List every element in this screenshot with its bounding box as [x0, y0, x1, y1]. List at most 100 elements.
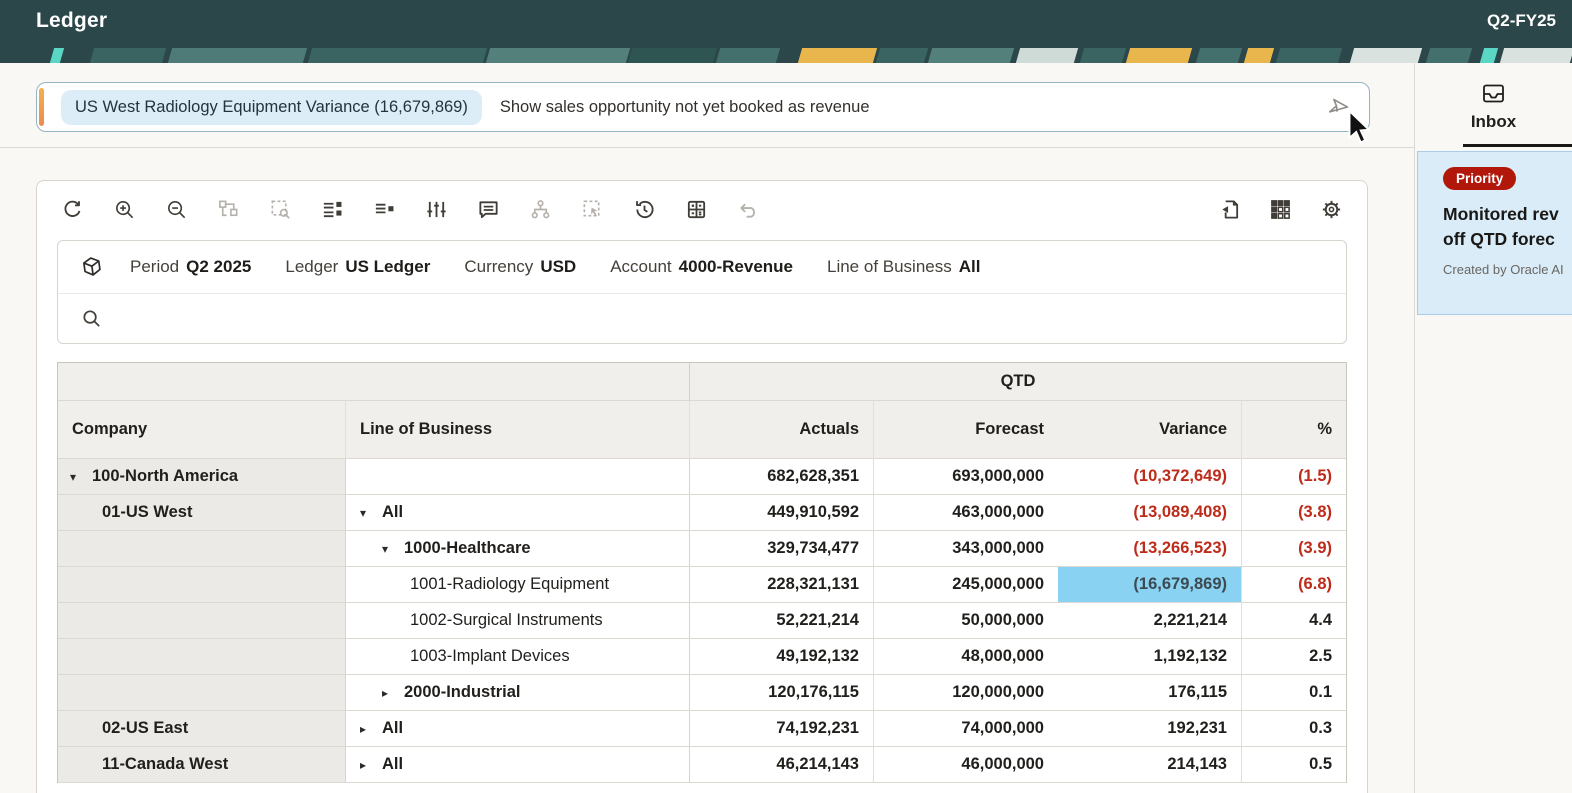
expand-toggle-icon[interactable]: ▾ [70, 470, 92, 484]
history-icon[interactable] [633, 198, 656, 221]
zoom-to-selection-icon[interactable] [269, 198, 292, 221]
tab-inbox[interactable]: Inbox [1415, 83, 1572, 132]
line-of-business-cell[interactable] [346, 459, 690, 495]
forecast-cell[interactable]: 50,000,000 [874, 603, 1058, 639]
ai-prompt-bar[interactable]: US West Radiology Equipment Variance (16… [36, 82, 1370, 132]
adjust-sliders-icon[interactable] [425, 198, 448, 221]
actuals-cell[interactable]: 228,321,131 [690, 567, 874, 603]
ledger-grid-panel: PeriodQ2 2025 LedgerUS Ledger CurrencyUSD A… [36, 180, 1368, 793]
grid-view-icon[interactable] [1269, 198, 1292, 221]
forecast-cell[interactable]: 343,000,000 [874, 531, 1058, 567]
line-of-business-cell[interactable]: ▸All [346, 711, 690, 747]
variance-cell[interactable]: 192,231 [1058, 711, 1242, 747]
variance-cell[interactable]: 2,221,214 [1058, 603, 1242, 639]
actuals-cell[interactable]: 74,192,231 [690, 711, 874, 747]
marquee-select-icon[interactable] [581, 198, 604, 221]
company-cell[interactable] [58, 639, 346, 675]
expand-toggle-icon[interactable]: ▸ [360, 722, 382, 736]
expand-toggle-icon[interactable]: ▸ [382, 686, 404, 700]
pov-dimension[interactable]: Line of BusinessAll [827, 257, 980, 276]
auto-layout-icon[interactable] [217, 198, 240, 221]
actuals-cell[interactable]: 682,628,351 [690, 459, 874, 495]
company-cell[interactable] [58, 603, 346, 639]
zoom-out-icon[interactable] [165, 198, 188, 221]
percent-cell[interactable]: (3.8) [1242, 495, 1346, 531]
company-cell[interactable]: 02-US East [58, 711, 346, 747]
actuals-cell[interactable]: 46,214,143 [690, 747, 874, 783]
column-header-company[interactable]: Company [58, 401, 346, 459]
data-grid-icon[interactable] [685, 198, 708, 221]
org-chart-icon[interactable] [529, 198, 552, 221]
actuals-cell[interactable]: 52,221,214 [690, 603, 874, 639]
percent-cell[interactable]: 2.5 [1242, 639, 1346, 675]
page-title: Ledger [36, 9, 107, 33]
forecast-cell[interactable]: 120,000,000 [874, 675, 1058, 711]
zoom-in-icon[interactable] [113, 198, 136, 221]
forecast-cell[interactable]: 693,000,000 [874, 459, 1058, 495]
forecast-cell[interactable]: 48,000,000 [874, 639, 1058, 675]
inbox-tab-label: Inbox [1471, 112, 1516, 132]
percent-cell[interactable]: 0.3 [1242, 711, 1346, 747]
expand-rows-icon[interactable] [321, 198, 344, 221]
expand-toggle-icon[interactable]: ▾ [382, 542, 404, 556]
undo-icon[interactable] [737, 198, 760, 221]
export-data-icon[interactable] [1218, 198, 1241, 221]
variance-cell[interactable]: (10,372,649) [1058, 459, 1242, 495]
variance-cell[interactable]: (13,089,408) [1058, 495, 1242, 531]
percent-cell[interactable]: 4.4 [1242, 603, 1346, 639]
company-cell[interactable] [58, 531, 346, 567]
percent-cell[interactable]: 0.1 [1242, 675, 1346, 711]
line-of-business-cell[interactable]: ▸All [346, 747, 690, 783]
variance-cell[interactable]: 1,192,132 [1058, 639, 1242, 675]
forecast-cell[interactable]: 46,000,000 [874, 747, 1058, 783]
forecast-cell[interactable]: 463,000,000 [874, 495, 1058, 531]
actuals-cell[interactable]: 120,176,115 [690, 675, 874, 711]
company-cell[interactable]: ▾100-North America [58, 459, 346, 495]
line-of-business-cell[interactable]: ▸2000-Industrial [346, 675, 690, 711]
search-icon[interactable] [80, 307, 1324, 330]
ledger-data-grid: QTD Company Line of Business Actuals For… [57, 362, 1347, 783]
inbox-card[interactable]: Priority Monitored rev off QTD forec Cre… [1417, 151, 1572, 315]
line-of-business-cell[interactable]: ▾1000-Healthcare [346, 531, 690, 567]
pov-dimension[interactable]: LedgerUS Ledger [285, 257, 430, 276]
settings-gear-icon[interactable] [1320, 198, 1343, 221]
variance-cell[interactable]: 176,115 [1058, 675, 1242, 711]
refresh-icon[interactable] [61, 198, 84, 221]
column-header-line-of-business[interactable]: Line of Business [346, 401, 690, 459]
actuals-cell[interactable]: 329,734,477 [690, 531, 874, 567]
forecast-cell[interactable]: 245,000,000 [874, 567, 1058, 603]
variance-cell[interactable]: (16,679,869) [1058, 567, 1242, 603]
percent-cell[interactable]: 0.5 [1242, 747, 1346, 783]
company-cell[interactable]: 01-US West [58, 495, 346, 531]
pov-dimension[interactable]: Account4000-Revenue [610, 257, 793, 276]
prompt-query-text[interactable]: Show sales opportunity not yet booked as… [500, 98, 870, 117]
column-header-percent[interactable]: % [1242, 401, 1346, 459]
pov-dimension[interactable]: PeriodQ2 2025 [130, 257, 251, 276]
percent-cell[interactable]: (1.5) [1242, 459, 1346, 495]
actuals-cell[interactable]: 449,910,592 [690, 495, 874, 531]
variance-cell[interactable]: (13,266,523) [1058, 531, 1242, 567]
comment-icon[interactable] [477, 198, 500, 221]
pov-dimension[interactable]: CurrencyUSD [464, 257, 576, 276]
percent-cell[interactable]: (3.9) [1242, 531, 1346, 567]
grid-search-row[interactable] [58, 293, 1346, 343]
line-of-business-cell[interactable]: ▾All [346, 495, 690, 531]
expand-toggle-icon[interactable]: ▾ [360, 506, 382, 520]
company-cell[interactable] [58, 567, 346, 603]
toolbar-right-group [1218, 198, 1343, 221]
line-of-business-cell[interactable]: 1003-Implant Devices [346, 639, 690, 675]
company-cell[interactable] [58, 675, 346, 711]
collapse-rows-icon[interactable] [373, 198, 396, 221]
column-header-variance[interactable]: Variance [1058, 401, 1242, 459]
column-header-forecast[interactable]: Forecast [874, 401, 1058, 459]
context-chip[interactable]: US West Radiology Equipment Variance (16… [61, 90, 482, 125]
variance-cell[interactable]: 214,143 [1058, 747, 1242, 783]
column-header-actuals[interactable]: Actuals [690, 401, 874, 459]
line-of-business-cell[interactable]: 1002-Surgical Instruments [346, 603, 690, 639]
actuals-cell[interactable]: 49,192,132 [690, 639, 874, 675]
company-cell[interactable]: 11-Canada West [58, 747, 346, 783]
line-of-business-cell[interactable]: 1001-Radiology Equipment [346, 567, 690, 603]
expand-toggle-icon[interactable]: ▸ [360, 758, 382, 772]
forecast-cell[interactable]: 74,000,000 [874, 711, 1058, 747]
percent-cell[interactable]: (6.8) [1242, 567, 1346, 603]
